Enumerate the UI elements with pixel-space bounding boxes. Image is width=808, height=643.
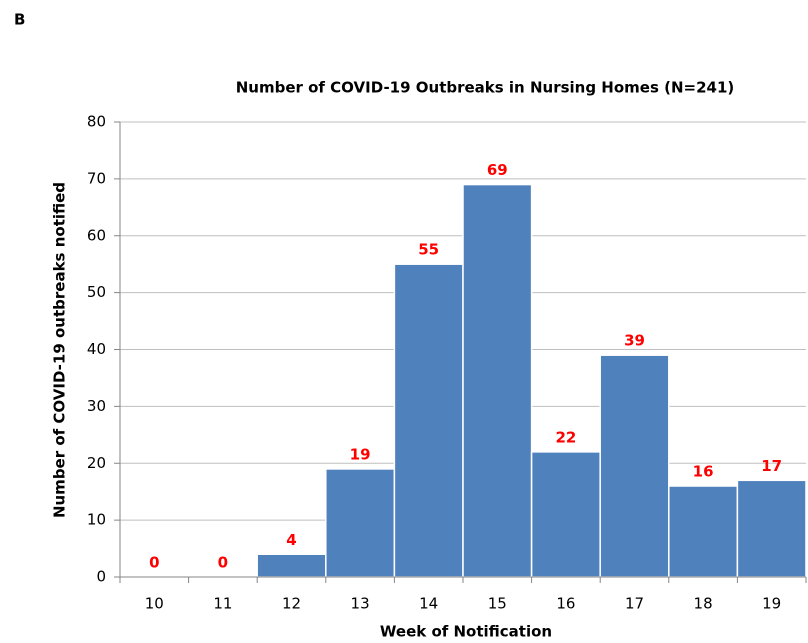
bar (668, 485, 739, 578)
y-tick-label: 80 (87, 113, 106, 131)
chart-title: Number of COVID-19 Outbreaks in Nursing … (236, 79, 735, 97)
value-label: 16 (693, 463, 714, 481)
value-label: 0 (149, 554, 159, 572)
x-tick-label: 12 (282, 595, 301, 613)
y-tick-label: 20 (87, 454, 106, 472)
y-tick-label: 40 (87, 340, 106, 358)
y-tick-label: 10 (87, 511, 106, 529)
bar (325, 468, 396, 578)
x-tick-label: 10 (145, 595, 164, 613)
y-tick-label: 70 (87, 169, 106, 187)
bar (599, 354, 670, 578)
y-tick-label: 30 (87, 397, 106, 415)
bar (462, 183, 533, 578)
value-label: 17 (761, 457, 782, 475)
x-tick-label: 16 (556, 595, 575, 613)
panel-label: B (14, 11, 25, 29)
x-tick-label: 15 (488, 595, 507, 613)
bar (393, 263, 464, 578)
x-tick-label: 19 (762, 595, 781, 613)
x-tick-label: 14 (419, 595, 438, 613)
y-tick-label: 50 (87, 283, 106, 301)
value-label: 0 (218, 554, 228, 572)
value-label: 69 (487, 161, 508, 179)
value-label: 39 (624, 332, 645, 350)
y-tick-label: 60 (87, 226, 106, 244)
bar (530, 451, 601, 578)
x-tick-label: 13 (351, 595, 370, 613)
value-label: 19 (350, 445, 371, 463)
x-axis-label: Week of Notification (380, 623, 552, 641)
y-axis-label: Number of COVID-19 outbreaks notified (51, 182, 69, 518)
x-tick-label: 18 (694, 595, 713, 613)
bar (736, 479, 807, 578)
y-tick-label: 0 (96, 568, 106, 586)
x-tick-label: 17 (625, 595, 644, 613)
x-tick-label: 11 (213, 595, 232, 613)
value-label: 22 (555, 428, 576, 446)
bar (256, 553, 327, 578)
value-label: 4 (286, 531, 296, 549)
value-label: 55 (418, 241, 439, 259)
